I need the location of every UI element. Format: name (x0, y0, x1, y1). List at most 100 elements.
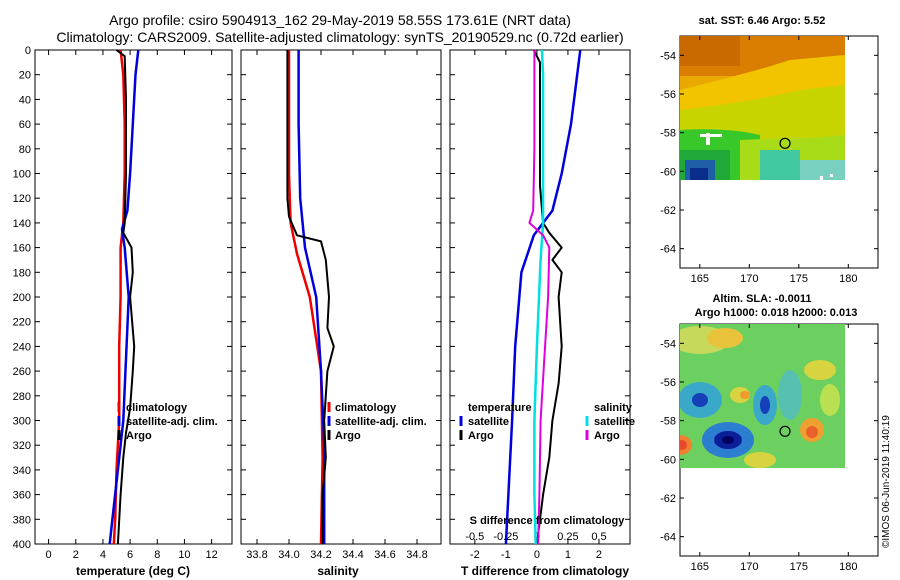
x-tick-label: 34.0 (278, 549, 299, 561)
y-tick-label: 340 (13, 465, 31, 477)
x-tick-label: -1 (501, 549, 511, 561)
y-tick-label: 160 (13, 243, 31, 255)
map-y-tick-label: -64 (660, 244, 676, 256)
temperature-axes: 0204060801001201401601802002202402602803… (13, 45, 232, 561)
y-tick-label: 400 (13, 539, 31, 551)
header-line-2: Climatology: CARS2009. Satellite-adjuste… (56, 29, 623, 45)
sst-argo-marker (779, 137, 791, 149)
temperature-series (108, 49, 140, 545)
x-tick-label: 12 (205, 549, 217, 561)
sla-map-image (680, 324, 845, 468)
x-tick-label: 0 (46, 549, 52, 561)
difference-series (504, 49, 582, 545)
y-tick-label: 380 (13, 514, 31, 526)
x-tick-label: 1 (565, 549, 571, 561)
x-tick-label: -2 (470, 549, 480, 561)
y-tick-label: 300 (13, 416, 31, 428)
temperature-legend: climatology satellite-adj. clim. Argo (117, 402, 218, 442)
y-tick-label: 320 (13, 440, 31, 452)
legend-label-climatology: climatology (335, 402, 397, 414)
legend-label-argo: Argo (126, 430, 152, 442)
map-x-tick-label: 170 (740, 273, 758, 285)
header-line-1: Argo profile: csiro 5904913_162 29-May-2… (109, 12, 571, 28)
map-y-tick-label: -56 (660, 89, 676, 101)
map-y-tick-label: -60 (660, 454, 676, 466)
sla-map-axes: 165 170 175 180 -54 -56 -58 -60 -62 -64 (660, 324, 878, 573)
map-y-tick-label: -58 (660, 416, 676, 428)
series-line-temperature-satellite (504, 49, 582, 545)
map-y-tick-label: -62 (660, 205, 676, 217)
series-line-climatology (287, 50, 324, 545)
x-tick-label: 10 (178, 549, 190, 561)
y-tick-label: 280 (13, 391, 31, 403)
y-tick-label: 0 (25, 45, 31, 57)
legend-label-climatology: climatology (126, 402, 188, 414)
legend-label-satellite: satellite-adj. clim. (335, 416, 427, 428)
x-tick-label: 4 (100, 549, 106, 561)
imos-credit: ©IMOS 06-Jun-2019 11:40:19 (881, 415, 892, 548)
difference-legend: temperature satellite Argo salinity sate… (459, 402, 635, 442)
x-tick-label: 2 (596, 549, 602, 561)
legend-title-temperature: temperature (468, 402, 532, 414)
series-line-salinity-satellite (533, 49, 545, 545)
legend-label-s-argo: Argo (594, 430, 620, 442)
sla-map-title: Altim. SLA: -0.0011 (712, 293, 811, 305)
map-x-tick-label: 175 (790, 561, 808, 573)
x-tick-label: 6 (127, 549, 133, 561)
x-tick-label: 0 (534, 549, 540, 561)
y-tick-label: 140 (13, 218, 31, 230)
sst-map-image (680, 36, 845, 180)
salinity-axes: 33.8 34.0 34.2 34.4 34.6 34.8 (241, 49, 441, 561)
y-tick-label: 40 (19, 94, 31, 106)
map-y-tick-label: -54 (660, 338, 676, 350)
legend-label-t-satellite: satellite (468, 416, 509, 428)
map-x-tick-label: 170 (740, 561, 758, 573)
difference-x2label: S difference from climatology (470, 515, 626, 527)
y-tick-label: 240 (13, 341, 31, 353)
x-tick-label: 33.8 (246, 549, 267, 561)
series-line-argo (115, 49, 136, 545)
y-tick-label: 360 (13, 490, 31, 502)
salinity-legend: climatology satellite-adj. clim. Argo (327, 402, 427, 442)
salinity-series (286, 50, 335, 545)
legend-label-s-satellite: satellite (594, 416, 635, 428)
salinity-panel-frame (240, 49, 442, 545)
series-line-temperature-argo (532, 49, 563, 545)
x-tick-label: 34.2 (310, 549, 331, 561)
map-y-tick-label: -54 (660, 50, 676, 62)
x2-tick-label: -0.5 (465, 531, 484, 543)
y-tick-label: 220 (13, 317, 31, 329)
x2-tick-label: 0.25 (557, 531, 578, 543)
map-y-tick-label: -64 (660, 532, 676, 544)
x-tick-label: 34.8 (406, 549, 427, 561)
series-line-satellite-adj-clim- (297, 50, 326, 544)
map-x-tick-label: 165 (691, 273, 709, 285)
legend-label-t-argo: Argo (468, 430, 494, 442)
legend-title-salinity: salinity (594, 402, 633, 414)
x-tick-label: 34.6 (374, 549, 395, 561)
map-x-tick-label: 165 (691, 561, 709, 573)
series-line-satellite-adj-clim- (108, 49, 140, 545)
series-line-argo (286, 50, 335, 544)
temperature-xlabel: temperature (deg C) (76, 564, 190, 578)
y-tick-label: 60 (19, 119, 31, 131)
y-tick-label: 120 (13, 193, 31, 205)
sla-map-subtitle: Argo h1000: 0.018 h2000: 0.013 (695, 307, 858, 319)
legend-label-argo: Argo (335, 430, 361, 442)
x-tick-label: 2 (73, 549, 79, 561)
map-y-tick-label: -56 (660, 377, 676, 389)
y-tick-label: 200 (13, 292, 31, 304)
y-tick-label: 100 (13, 169, 31, 181)
sst-map-title: sat. SST: 6.46 Argo: 5.52 (699, 15, 826, 27)
map-x-tick-label: 175 (790, 273, 808, 285)
y-tick-label: 20 (19, 70, 31, 82)
map-x-tick-label: 180 (839, 561, 857, 573)
x-tick-label: 8 (154, 549, 160, 561)
salinity-xlabel: salinity (317, 564, 359, 578)
series-line-salinity-argo (528, 50, 551, 545)
legend-label-satellite: satellite-adj. clim. (126, 416, 218, 428)
sla-argo-marker (779, 425, 791, 437)
map-y-tick-label: -58 (660, 128, 676, 140)
map-x-tick-label: 180 (839, 273, 857, 285)
